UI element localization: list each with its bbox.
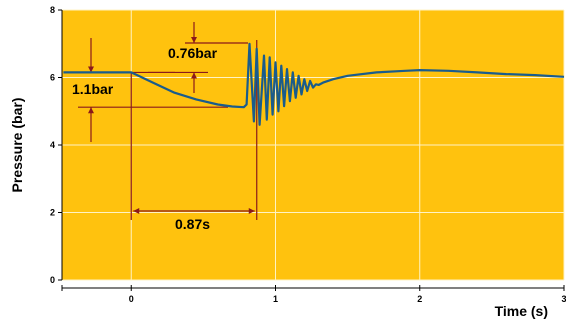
annotation-pressure-rise: 0.76bar: [168, 45, 218, 61]
pressure-series-line: [63, 42, 565, 126]
annotation-time-interval: 0.87s: [175, 216, 210, 232]
y-tick-label: 2: [50, 208, 55, 218]
y-tick-label: 6: [50, 73, 55, 83]
x-tick-label: 2: [417, 294, 422, 304]
annotation-arrow: [88, 107, 94, 114]
y-tick-label: 4: [50, 140, 55, 150]
annotation-arrow: [133, 208, 140, 214]
annotation-pressure-drop: 1.1bar: [72, 81, 114, 97]
y-tick-label: 0: [50, 275, 55, 285]
x-tick-label: 0: [129, 294, 134, 304]
y-tick-label: 8: [50, 5, 55, 15]
annotation-arrow: [191, 72, 197, 79]
annotation-arrow: [191, 37, 197, 43]
annotation-arrow: [248, 208, 255, 214]
x-tick-label: 1: [273, 294, 278, 304]
grid-lines: [62, 9, 565, 281]
annotation-arrow: [88, 66, 94, 73]
y-axis-title: Pressure (bar): [9, 98, 25, 193]
axes: 0 2 4 6 8 0 1 2 3: [50, 5, 566, 304]
x-tick-label: 3: [561, 294, 566, 304]
x-axis-title: Time (s): [495, 303, 548, 319]
